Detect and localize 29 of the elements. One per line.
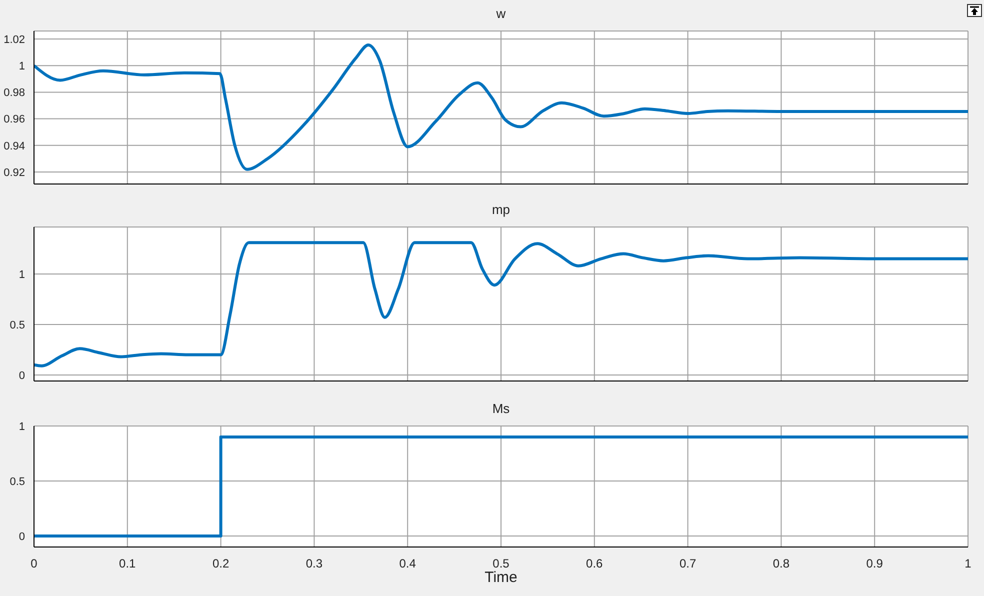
y-tick-label: 1	[18, 60, 25, 72]
x-tick-label: 0.5	[492, 556, 510, 571]
x-tick-label: 0.7	[679, 556, 696, 571]
x-tick-label: 1	[964, 556, 972, 571]
y-tick-label: 1	[18, 420, 25, 433]
y-tick-label: 1	[18, 268, 25, 281]
y-tick-label: 0.98	[4, 87, 25, 100]
y-tick-label: 0.5	[10, 476, 25, 488]
y-tick-label: 0.94	[4, 140, 25, 152]
x-tick-label: 0.4	[399, 556, 416, 571]
x-axis-title: Time	[484, 569, 518, 586]
chart-title: Ms	[491, 401, 511, 418]
chart-title: mp	[490, 202, 512, 219]
y-tick-label: 0	[18, 530, 25, 543]
x-tick-label: 0.6	[586, 556, 604, 571]
y-tick-label: 0.5	[10, 319, 25, 332]
x-tick-label: 0.8	[772, 556, 790, 571]
y-tick-label: 0.96	[4, 114, 25, 126]
x-tick-label: 0	[30, 556, 38, 571]
y-tick-label: 0.92	[4, 166, 25, 179]
chart-title: w	[495, 6, 507, 23]
line-series	[34, 43, 968, 171]
line-series	[34, 241, 968, 368]
x-tick-label: 0.3	[306, 556, 323, 571]
y-tick-label: 0	[18, 370, 25, 382]
x-tick-label: 0.1	[119, 556, 136, 571]
x-tick-label: 0.2	[212, 556, 230, 571]
x-tick-label: 0.9	[866, 556, 884, 571]
y-tick-label: 1.02	[4, 34, 25, 46]
